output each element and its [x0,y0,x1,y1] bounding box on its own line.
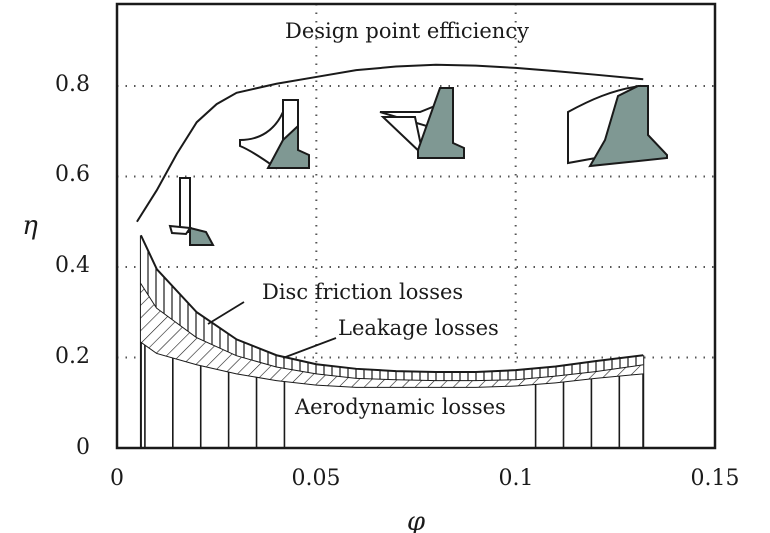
y-tick-4: 0.8 [55,72,90,97]
y-tick-2: 0.4 [55,253,90,278]
x-tick-0: 0 [110,466,124,491]
aerodynamic-band-fill [140,341,644,448]
impeller-sketch-3 [379,87,465,159]
annotation-aerodynamic-losses: Aerodynamic losses [294,395,506,419]
leakage-loss-band [140,282,644,387]
x-tick-3: 0.15 [691,466,740,491]
efficiency-curve [136,63,644,223]
leakage-loss-boundary [140,282,644,382]
impeller-sketch-4 [567,84,668,168]
grid-lines [117,4,715,448]
disc-friction-loss-band [140,234,644,381]
disc-friction-loss-boundary [140,234,644,373]
annotation-disc-friction-losses: Disc friction losses [262,280,463,304]
y-tick-3: 0.6 [55,162,90,187]
y-tick-1: 0.2 [55,344,90,369]
leader-leakage [282,337,337,359]
plot-frame [115,2,717,450]
y-axis-label: η [22,211,38,241]
x-axis-ticks: 0 0.05 0.1 0.15 [110,466,739,491]
impeller-sketch-2 [239,99,310,170]
disc-friction-band-fill [140,235,644,381]
annotation-leakage-losses: Leakage losses [338,316,499,340]
leakage-band-fill [140,282,644,387]
y-axis-ticks: 0 0.2 0.4 0.6 0.8 [55,72,90,460]
x-tick-1: 0.05 [292,466,341,491]
x-tick-2: 0.1 [499,466,534,491]
design-point-efficiency-line [136,63,644,223]
impeller-sketch-1 [168,177,215,246]
x-axis-label: φ [407,507,426,533]
leader-disc-friction [207,301,245,325]
annotation-design-point-efficiency: Design point efficiency [285,19,529,43]
y-tick-0: 0 [76,435,90,460]
